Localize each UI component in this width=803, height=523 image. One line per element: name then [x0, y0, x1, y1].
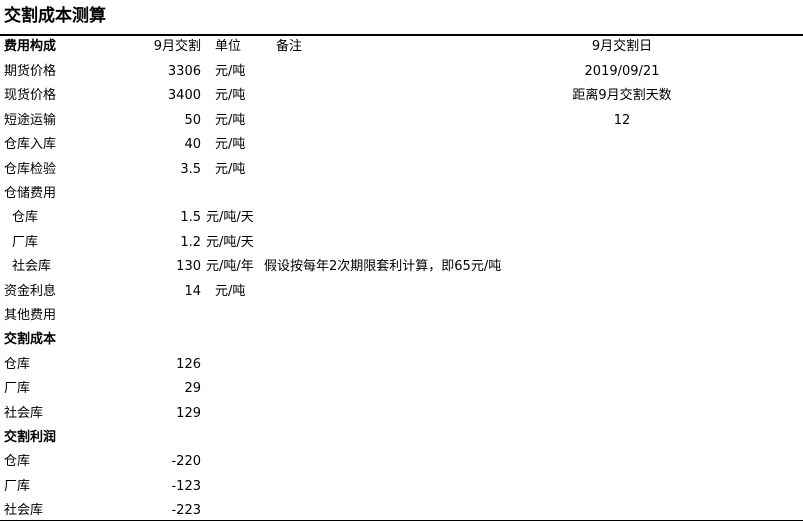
header-note[interactable]: 备注 — [276, 39, 303, 54]
row-value[interactable]: 3306 — [167, 64, 201, 79]
row-note[interactable]: 假设按每年2次期限套利计算，即65元/吨 — [264, 259, 502, 275]
table-row: 仓库 1.5 元/吨/天 — [0, 206, 803, 230]
row-label[interactable]: 仓库 — [4, 454, 31, 470]
row-value[interactable]: -223 — [171, 503, 201, 519]
table-row: 仓库检验 3.5 元/吨 — [0, 158, 803, 182]
row-label[interactable]: 期货价格 — [4, 64, 57, 79]
row-label[interactable]: 仓库 — [4, 356, 31, 372]
row-value[interactable]: 126 — [176, 356, 201, 372]
row-right[interactable]: 2019/09/21 — [584, 64, 660, 79]
row-value[interactable]: 3.5 — [180, 161, 201, 177]
row-value[interactable]: -123 — [171, 478, 201, 494]
row-unit[interactable]: 元/吨 — [215, 137, 246, 153]
table-row: 交割利润 — [0, 426, 803, 450]
row-label[interactable]: 其他费用 — [4, 308, 57, 323]
table-row: 现货价格 3400 元/吨 距离9月交割天数 — [0, 84, 803, 108]
row-unit[interactable]: 元/吨/天 — [206, 210, 254, 226]
row-value[interactable]: 29 — [184, 381, 201, 397]
row-label[interactable]: 社会库 — [4, 503, 44, 519]
table-row: 期货价格 3306 元/吨 2019/09/21 — [0, 60, 803, 84]
header-right[interactable]: 9月交割日 — [591, 39, 653, 54]
row-label[interactable]: 交割成本 — [4, 332, 57, 348]
sheet-title: 交割成本测算 — [4, 6, 106, 26]
row-value[interactable]: 14 — [184, 283, 201, 299]
header-divider — [0, 34, 803, 36]
row-unit[interactable]: 元/吨 — [215, 283, 246, 299]
row-label[interactable]: 仓库入库 — [4, 137, 57, 153]
row-label[interactable]: 厂库 — [12, 234, 39, 250]
row-label[interactable]: 仓库检验 — [4, 161, 57, 177]
row-label[interactable]: 社会库 — [4, 405, 44, 421]
row-label[interactable]: 交割利润 — [4, 430, 57, 445]
row-value[interactable]: 129 — [176, 405, 201, 421]
row-value[interactable]: -220 — [171, 454, 201, 470]
table-row: 社会库 -223 — [0, 499, 803, 523]
bottom-border — [0, 520, 803, 521]
row-label[interactable]: 仓储费用 — [4, 186, 57, 201]
row-unit[interactable]: 元/吨/天 — [206, 234, 254, 250]
table-row: 仓库 126 — [0, 353, 803, 377]
row-label[interactable]: 短途运输 — [4, 112, 57, 128]
table-row: 短途运输 50 元/吨 12 — [0, 109, 803, 133]
row-label[interactable]: 厂库 — [4, 478, 31, 494]
table-row: 其他费用 — [0, 304, 803, 328]
row-label[interactable]: 厂库 — [4, 381, 31, 397]
table-row: 厂库 29 — [0, 377, 803, 401]
table-row: 仓库 -220 — [0, 450, 803, 474]
row-unit[interactable]: 元/吨/年 — [206, 259, 254, 275]
row-label[interactable]: 现货价格 — [4, 88, 57, 104]
table-row: 社会库 130 元/吨/年 假设按每年2次期限套利计算，即65元/吨 — [0, 255, 803, 279]
table-row: 仓库入库 40 元/吨 — [0, 133, 803, 157]
header-value[interactable]: 9月交割 — [153, 39, 201, 54]
table-row: 社会库 129 — [0, 402, 803, 426]
row-label[interactable]: 社会库 — [12, 259, 52, 275]
table-row: 厂库 -123 — [0, 475, 803, 499]
table-row: 资金利息 14 元/吨 — [0, 280, 803, 304]
header-label[interactable]: 费用构成 — [4, 39, 57, 54]
row-value[interactable]: 1.5 — [180, 210, 201, 226]
row-unit[interactable]: 元/吨 — [215, 88, 246, 104]
header-unit[interactable]: 单位 — [215, 39, 242, 54]
row-value[interactable]: 40 — [184, 137, 201, 153]
row-unit[interactable]: 元/吨 — [215, 112, 246, 128]
row-unit[interactable]: 元/吨 — [215, 64, 246, 79]
row-value[interactable]: 50 — [184, 112, 201, 128]
row-unit[interactable]: 元/吨 — [215, 161, 246, 177]
table-row: 交割成本 — [0, 328, 803, 352]
row-label[interactable]: 资金利息 — [4, 283, 57, 299]
table-row: 厂库 1.2 元/吨/天 — [0, 231, 803, 255]
table-row: 仓储费用 — [0, 182, 803, 206]
row-value[interactable]: 130 — [176, 259, 201, 275]
row-right[interactable]: 距离9月交割天数 — [572, 88, 672, 104]
row-label[interactable]: 仓库 — [12, 210, 39, 226]
row-value[interactable]: 3400 — [167, 88, 201, 104]
row-value[interactable]: 1.2 — [180, 234, 201, 250]
header-row: 费用构成 9月交割 单位 备注 9月交割日 — [0, 35, 803, 59]
row-right[interactable]: 12 — [613, 112, 631, 128]
